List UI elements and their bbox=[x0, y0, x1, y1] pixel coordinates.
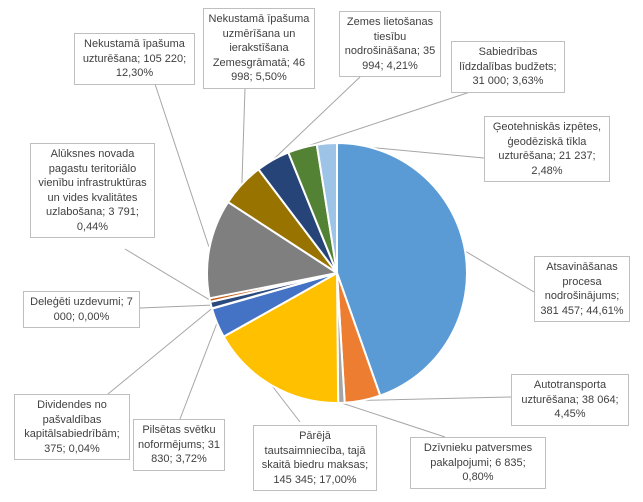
leader-line-2 bbox=[341, 402, 446, 438]
data-label-delegeti-uzdevumi: Deleģēti uzdevumi; 7 000; 0,00% bbox=[23, 291, 140, 329]
data-label-atsavinasanas-procesa-nodrosinajums: Atsavināšanas procesa nodrošinājums; 381… bbox=[534, 256, 630, 323]
data-label-pilsetas-svetku-noformejums: Pilsētas svētku noformējums; 31 830; 3,7… bbox=[133, 419, 225, 471]
leader-line-8 bbox=[154, 83, 210, 249]
leader-line-5 bbox=[107, 308, 213, 395]
data-label-dividendes-no-pasvaldibas: Dividendes no pašvaldības kapitālsabiedr… bbox=[14, 394, 130, 461]
data-label-autotransporta-uzturesana: Autotransporta uzturēšana; 38 064; 4,45% bbox=[511, 374, 629, 426]
leader-line-1 bbox=[362, 396, 512, 401]
data-label-sabiedribas-lidzdalibas-budzets: Sabiedrības līdzdalības budžets; 31 000;… bbox=[451, 41, 565, 93]
pie-slice-3 bbox=[222, 272, 340, 404]
leader-line-10 bbox=[272, 76, 361, 161]
leader-line-6 bbox=[139, 304, 212, 309]
pie-slice-12 bbox=[315, 142, 338, 274]
data-label-aluksnes-novada-pagastu: Alūksnes novada pagastu teritoriālo vien… bbox=[30, 143, 155, 239]
pie-slices bbox=[206, 142, 468, 404]
data-label-nekustama-ipasuma-uzturesana: Nekustamā īpašuma uzturēšana; 105 220; 1… bbox=[74, 33, 195, 85]
pie-slice-8 bbox=[206, 201, 338, 300]
data-label-nekustama-ipasuma-uzmerisana: Nekustamā īpašuma uzmērīšana un ierakstī… bbox=[203, 8, 315, 89]
leader-line-9 bbox=[241, 87, 246, 185]
pie-slice-0 bbox=[336, 142, 468, 397]
data-label-geotehniskas-izpetes: Ģeotehniskās izpētes, ģeodēziskā tīkla u… bbox=[484, 116, 610, 183]
leader-line-3 bbox=[271, 385, 301, 423]
leader-line-7 bbox=[124, 248, 211, 301]
leader-line-0 bbox=[464, 250, 535, 293]
leader-line-4 bbox=[179, 322, 218, 420]
data-label-zemes-lietosanas-tiesibu: Zemes lietošanas tiesību nodrošināšana; … bbox=[339, 11, 441, 78]
data-label-dzivnieku-patversmes-pakalpojumi: Dzīvnieku patversmes pakalpojumi; 6 835;… bbox=[410, 437, 546, 489]
data-label-pareja-tautsaimnieciba: Pārējā tautsaimniecība, tajā skaitā bied… bbox=[253, 425, 377, 492]
leader-line-11 bbox=[302, 91, 471, 149]
